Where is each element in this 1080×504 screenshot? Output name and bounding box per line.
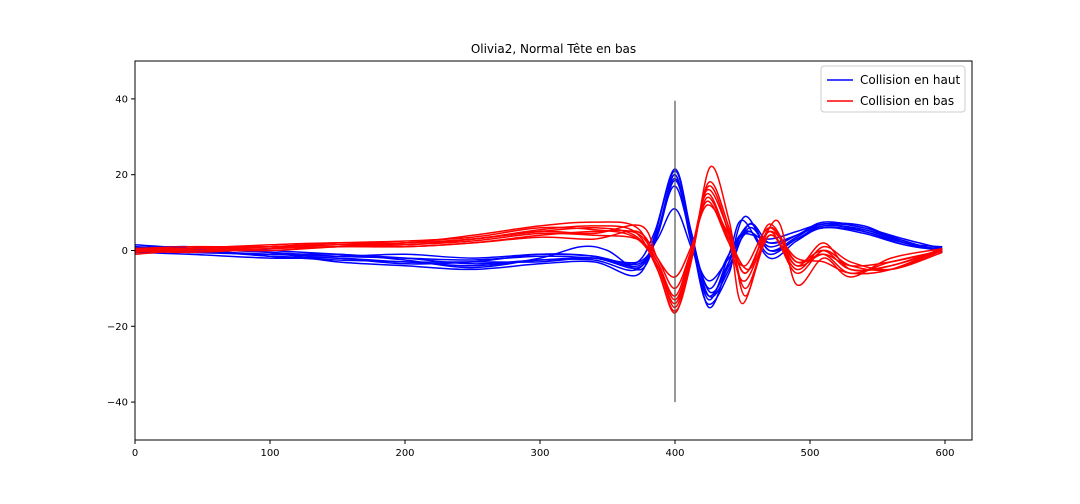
legend-label-bas: Collision en bas [860, 94, 954, 108]
series-line-bas-10 [134, 185, 943, 305]
y-tick-label: −40 [107, 398, 128, 409]
y-axis-ticks: −40 −20 0 20 40 [107, 94, 135, 409]
x-tick-label: 200 [395, 448, 414, 459]
chart-title: Olivia2, Normal Tête en bas [471, 42, 636, 56]
y-tick-label: 0 [122, 246, 128, 257]
x-tick-label: 500 [800, 448, 819, 459]
series-line-haut-6 [134, 177, 943, 306]
series-line-bas-9 [134, 165, 943, 312]
x-axis-ticks: 0 100 200 300 400 500 600 [132, 440, 955, 459]
y-tick-label: 40 [115, 94, 128, 105]
x-tick-label: 600 [935, 448, 954, 459]
y-tick-label: −20 [107, 322, 128, 333]
x-tick-label: 100 [260, 448, 279, 459]
legend-label-haut: Collision en haut [860, 73, 960, 87]
series-line-bas-16 [134, 204, 943, 278]
x-tick-label: 0 [132, 448, 138, 459]
legend-box [820, 65, 966, 113]
series-line-haut-4 [134, 185, 943, 294]
series-line-haut-8 [134, 173, 943, 297]
x-tick-label: 300 [530, 448, 549, 459]
series-line-haut-7 [134, 179, 943, 290]
series-layer [134, 165, 943, 314]
series-line-haut-2 [134, 170, 943, 309]
y-tick-label: 20 [115, 170, 128, 181]
series-line-bas-14 [134, 200, 943, 290]
x-tick-label: 400 [665, 448, 684, 459]
legend: Collision en haut Collision en bas [820, 65, 966, 113]
